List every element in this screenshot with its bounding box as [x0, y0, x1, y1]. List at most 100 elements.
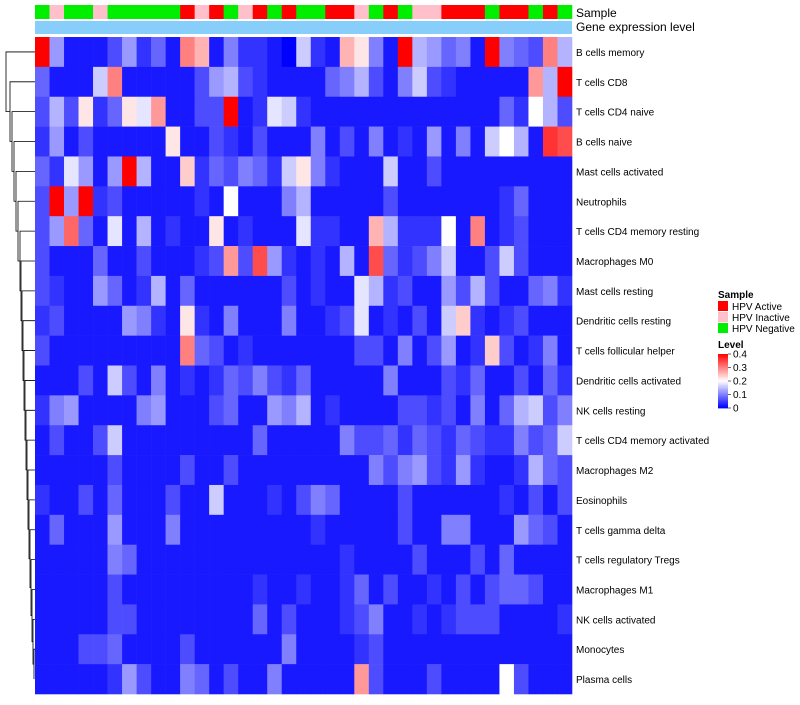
- heatmap-cell: [151, 604, 166, 635]
- heatmap-cell: [49, 96, 65, 127]
- heatmap-cell: [35, 484, 50, 516]
- heatmap-cell: [165, 66, 181, 98]
- heatmap-cell: [557, 126, 573, 157]
- row-label: T cells gamma delta: [576, 526, 666, 537]
- heatmap-cell: [557, 514, 573, 545]
- heatmap-cell: [93, 66, 108, 98]
- sample-annotation-cell: [499, 5, 515, 19]
- level-gradient-step: [718, 366, 728, 368]
- heatmap-cell: [426, 96, 442, 127]
- heatmap-cell: [209, 335, 224, 366]
- heatmap-cell: [368, 544, 384, 575]
- heatmap-cell: [441, 246, 457, 277]
- heatmap-cell: [441, 37, 457, 68]
- heatmap-cell: [64, 37, 79, 68]
- heatmap-cell: [325, 455, 341, 486]
- heatmap-cell: [209, 634, 224, 665]
- heatmap-cell: [383, 216, 399, 247]
- heatmap-cell: [325, 664, 341, 695]
- heatmap-cell: [397, 305, 413, 336]
- heatmap-cell: [136, 604, 152, 635]
- heatmap-cell: [107, 186, 123, 217]
- heatmap-cell: [397, 544, 413, 575]
- heatmap-cell: [296, 37, 312, 68]
- heatmap-cell: [325, 126, 341, 157]
- heatmap-cell: [78, 395, 94, 426]
- heatmap-cell: [180, 186, 195, 217]
- heatmap-cell: [397, 156, 413, 187]
- heatmap-cell: [281, 514, 297, 545]
- sample-annotation-cell: [513, 5, 529, 19]
- heatmap-cell: [441, 544, 457, 575]
- row-dendrogram: [5, 51, 35, 680]
- heatmap-cell: [513, 574, 529, 605]
- level-tick-label: 0: [733, 404, 739, 415]
- heatmap-cell: [368, 514, 384, 545]
- row-label: Mast cells resting: [576, 287, 653, 298]
- heatmap-cell: [35, 186, 50, 217]
- heatmap-cell: [209, 544, 224, 575]
- heatmap-cell: [93, 574, 108, 605]
- heatmap-cell: [513, 604, 529, 635]
- heatmap-cell: [412, 335, 428, 366]
- heatmap-cell: [49, 395, 65, 426]
- heatmap-cell: [513, 514, 529, 545]
- heatmap-cell: [78, 37, 94, 68]
- heatmap-cell: [267, 275, 283, 307]
- heatmap-cell: [49, 186, 65, 217]
- heatmap-cell: [339, 186, 355, 217]
- heatmap-cell: [194, 126, 210, 157]
- heatmap-cell: [238, 484, 254, 516]
- heatmap-cell: [412, 305, 428, 336]
- heatmap-cell: [64, 425, 79, 456]
- heatmap-cell: [194, 37, 210, 68]
- heatmap-cell: [238, 246, 254, 277]
- heatmap-cell: [557, 484, 573, 516]
- sample-annotation-cell: [209, 5, 224, 19]
- heatmap-cell: [426, 514, 442, 545]
- heatmap-cell: [499, 514, 515, 545]
- heatmap-cell: [325, 37, 341, 68]
- heatmap-cell: [339, 604, 355, 635]
- heatmap-cell: [296, 335, 312, 366]
- heatmap-cell: [267, 365, 283, 396]
- heatmap-cell: [180, 126, 195, 157]
- level-gradient-step: [718, 402, 728, 405]
- heatmap-cell: [35, 544, 50, 575]
- sample-annotation-cell: [426, 5, 442, 19]
- heatmap-cell: [136, 484, 152, 516]
- heatmap-cell: [354, 544, 370, 575]
- heatmap-cell: [368, 634, 384, 665]
- heatmap-cell: [78, 156, 94, 187]
- heatmap-cell: [339, 365, 355, 396]
- heatmap-cell: [557, 455, 573, 486]
- heatmap-cell: [513, 395, 529, 426]
- heatmap-cell: [368, 365, 384, 396]
- heatmap-cell: [528, 275, 544, 307]
- heatmap-cell: [542, 305, 558, 336]
- sample-annotation-cell: [93, 5, 108, 19]
- heatmap-cell: [209, 96, 224, 127]
- heatmap-cell: [180, 514, 195, 545]
- heatmap-cell: [165, 425, 181, 456]
- heatmap-cell: [107, 305, 123, 336]
- heatmap-cell: [441, 604, 457, 635]
- heatmap-cell: [151, 514, 166, 545]
- heatmap-cell: [397, 246, 413, 277]
- heatmap-cell: [310, 484, 326, 516]
- heatmap-cell: [238, 365, 254, 396]
- level-tick-label: 0.4: [733, 350, 747, 361]
- heatmap-cell: [368, 156, 384, 187]
- heatmap-cell: [64, 96, 79, 127]
- heatmap-cell: [368, 305, 384, 336]
- heatmap-cell: [93, 96, 108, 127]
- heatmap-cell: [267, 246, 283, 277]
- heatmap-cell: [441, 305, 457, 336]
- heatmap-cell: [165, 455, 181, 486]
- heatmap-cell: [426, 305, 442, 336]
- sample-annotation-cell: [122, 5, 137, 19]
- heatmap-cell: [542, 574, 558, 605]
- heatmap-cell: [368, 395, 384, 426]
- heatmap-cell: [441, 186, 457, 217]
- level-gradient-step: [718, 374, 728, 376]
